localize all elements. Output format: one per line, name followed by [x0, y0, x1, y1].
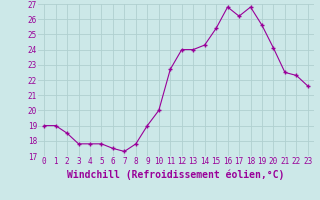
- X-axis label: Windchill (Refroidissement éolien,°C): Windchill (Refroidissement éolien,°C): [67, 169, 285, 180]
